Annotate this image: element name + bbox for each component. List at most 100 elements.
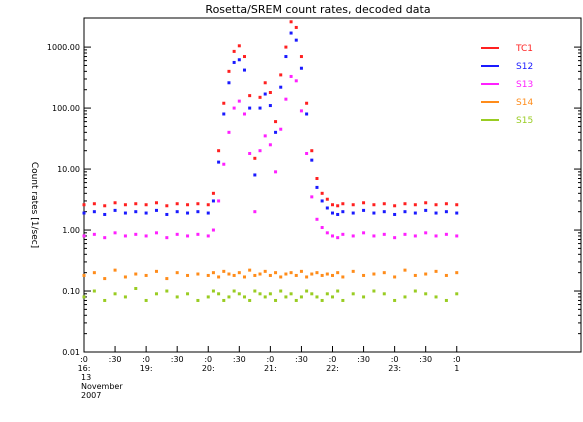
data-point [444, 273, 448, 277]
plot-frame [83, 17, 582, 353]
data-point [393, 236, 397, 240]
data-point [242, 55, 246, 59]
data-point [237, 292, 241, 296]
data-point [336, 271, 340, 275]
data-point [434, 211, 438, 215]
data-point [227, 81, 231, 85]
data-point [325, 292, 329, 296]
data-point [103, 204, 107, 208]
data-point [232, 106, 236, 110]
data-point [455, 271, 459, 275]
data-point [351, 292, 355, 296]
data-point [382, 292, 386, 296]
data-point [82, 234, 86, 238]
data-point [253, 156, 257, 160]
x-tick-label: :30 [233, 355, 246, 364]
data-point [382, 210, 386, 214]
y-tick-label: 0.01 [62, 348, 80, 357]
legend-label: S13 [516, 80, 533, 90]
data-point [248, 268, 252, 272]
data-point [372, 272, 376, 276]
data-point [237, 44, 241, 48]
legend-label: S15 [516, 116, 533, 126]
data-point [154, 292, 158, 296]
data-point [279, 127, 283, 131]
data-point [341, 210, 345, 214]
data-point [113, 231, 117, 235]
data-point [196, 272, 200, 276]
data-point [222, 112, 226, 116]
data-point [248, 94, 252, 98]
data-point [305, 112, 309, 116]
data-point [279, 275, 283, 279]
data-point [248, 298, 252, 302]
data-point [123, 295, 127, 299]
data-point [206, 234, 210, 238]
data-point [92, 271, 96, 275]
x-tick-label: :30 [295, 355, 308, 364]
data-point [253, 210, 257, 214]
data-point [144, 234, 148, 238]
data-point [258, 292, 262, 296]
data-point [274, 170, 278, 174]
data-point [134, 210, 138, 214]
data-point [455, 211, 459, 215]
legend-entry: S15 [481, 116, 533, 126]
data-point [237, 271, 241, 275]
data-point [362, 201, 366, 205]
data-point [154, 269, 158, 273]
data-point [284, 45, 288, 49]
data-point [310, 158, 314, 162]
data-point [92, 232, 96, 236]
data-point [268, 292, 272, 296]
data-point [362, 273, 366, 277]
data-point [434, 295, 438, 299]
data-point [279, 289, 283, 293]
data-point [299, 55, 303, 59]
data-point [217, 292, 221, 296]
data-point [123, 234, 127, 238]
data-point [351, 234, 355, 238]
data-point [325, 197, 329, 201]
data-point [227, 69, 231, 73]
data-point [351, 269, 355, 273]
data-point [393, 275, 397, 279]
data-point [289, 31, 293, 35]
data-point [310, 149, 314, 153]
data-point [305, 289, 309, 293]
data-point [134, 286, 138, 290]
data-point [165, 289, 169, 293]
legend-entry: TC1 [481, 44, 533, 54]
series-s15 [82, 286, 459, 302]
data-point [325, 231, 329, 235]
x-tick-label: :0 [142, 355, 150, 364]
data-point [274, 298, 278, 302]
data-point [211, 199, 215, 203]
data-point [325, 206, 329, 210]
data-point [455, 234, 459, 238]
data-point [268, 273, 272, 277]
data-point [393, 204, 397, 208]
data-point [315, 271, 319, 275]
data-point [103, 236, 107, 240]
data-point [165, 277, 169, 281]
data-point [336, 236, 340, 240]
data-point [222, 269, 226, 273]
data-point [113, 268, 117, 272]
data-point [123, 275, 127, 279]
data-point [242, 295, 246, 299]
x-tick-label: :30 [419, 355, 432, 364]
data-point [336, 212, 340, 216]
data-point [232, 49, 236, 53]
data-point [341, 298, 345, 302]
data-point [263, 81, 267, 85]
data-point [113, 292, 117, 296]
data-point [165, 204, 169, 208]
data-point [248, 151, 252, 155]
data-point [299, 295, 303, 299]
x-axis: :016::30:019::30:020::30:021::30:022::30… [78, 346, 461, 373]
data-point [186, 292, 190, 296]
data-point [320, 298, 324, 302]
